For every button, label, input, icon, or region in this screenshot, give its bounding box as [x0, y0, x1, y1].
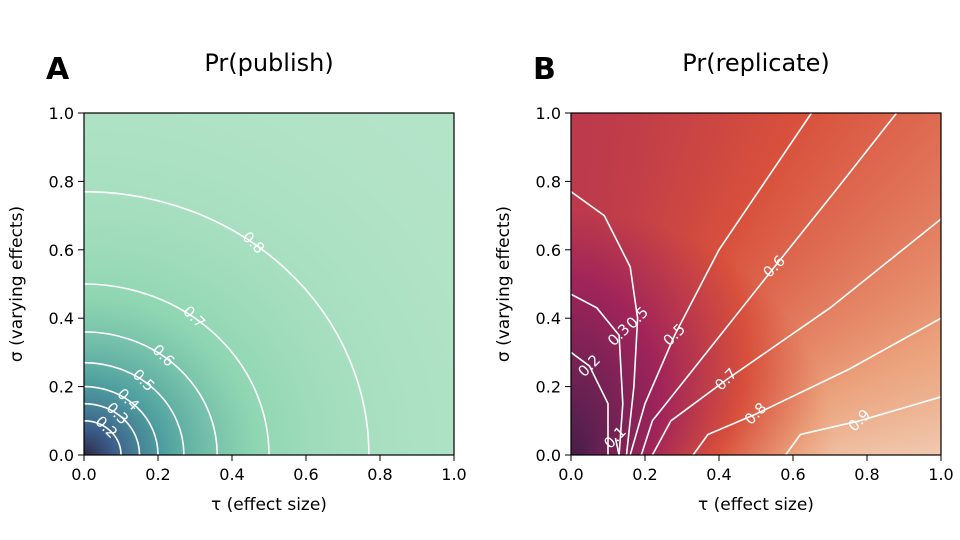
x-axis-label: τ (effect size) — [211, 495, 327, 515]
contour-line — [84, 283, 270, 455]
panel-a-publish: 0.20.30.40.50.60.70.80.0 0.2 0.4 0.6 0.8 1.00… — [7, 49, 467, 515]
contour-line — [84, 361, 185, 455]
y-axis-label: σ (varying effects) — [7, 206, 27, 362]
chart-title: Pr(replicate) — [682, 49, 829, 77]
contour-line — [571, 293, 624, 455]
y-tick-label: 0.0 — [49, 446, 74, 465]
contour-line — [640, 113, 898, 455]
x-tick-label: 0.6 — [780, 465, 805, 484]
y-tick-label: 0.2 — [49, 378, 74, 397]
contour-line — [629, 113, 813, 455]
y-tick-label: 0.0 — [536, 446, 561, 465]
panel-label-b: B — [533, 52, 556, 87]
y-tick-label: 0.4 — [536, 309, 561, 328]
x-tick-label: 0.2 — [145, 465, 170, 484]
x-axis-label: τ (effect size) — [698, 495, 814, 515]
contour-line — [84, 402, 141, 455]
y-tick-label: 0.8 — [536, 172, 561, 191]
contour-line — [784, 396, 941, 455]
contour-line — [692, 317, 941, 455]
y-axis-label: σ (varying effects) — [494, 206, 514, 362]
y-tick-label: 0.6 — [536, 241, 561, 260]
chart-title: Pr(publish) — [204, 49, 333, 77]
contour-line — [84, 331, 218, 455]
contour-line — [84, 190, 370, 455]
y-tick-label: 0.6 — [49, 241, 74, 260]
x-tick-label: 0.4 — [706, 465, 731, 484]
plot-frame — [570, 112, 942, 456]
plot-frame — [83, 112, 455, 456]
x-tick-label: 0.0 — [558, 465, 583, 484]
y-tick-label: 0.8 — [49, 172, 74, 191]
y-tick-label: 0.4 — [49, 309, 74, 328]
x-tick-label: 0.4 — [219, 465, 244, 484]
contour-line — [571, 351, 609, 455]
contour-line — [651, 218, 941, 455]
x-tick-label: 0.8 — [854, 465, 879, 484]
contour-line — [84, 420, 122, 455]
contour-line — [614, 437, 620, 455]
contour-line — [571, 191, 639, 455]
x-tick-label: 0.8 — [367, 465, 392, 484]
y-tick-label: 0.2 — [536, 378, 561, 397]
y-tick-label: 1.0 — [49, 104, 74, 123]
x-tick-label: 1.0 — [441, 465, 466, 484]
y-tick-label: 1.0 — [536, 104, 561, 123]
x-tick-label: 0.2 — [632, 465, 657, 484]
x-tick-label: 0.6 — [293, 465, 318, 484]
x-tick-label: 1.0 — [928, 465, 953, 484]
x-tick-label: 0.0 — [71, 465, 96, 484]
panel-label-a: A — [46, 52, 70, 87]
heatmap — [84, 113, 454, 455]
panel-b-replicate: 0.10.20.3 0.50.50.60.70.8 0.90.0 0.2 0.4 0.6 0… — [494, 49, 954, 515]
contour-line — [84, 385, 159, 455]
